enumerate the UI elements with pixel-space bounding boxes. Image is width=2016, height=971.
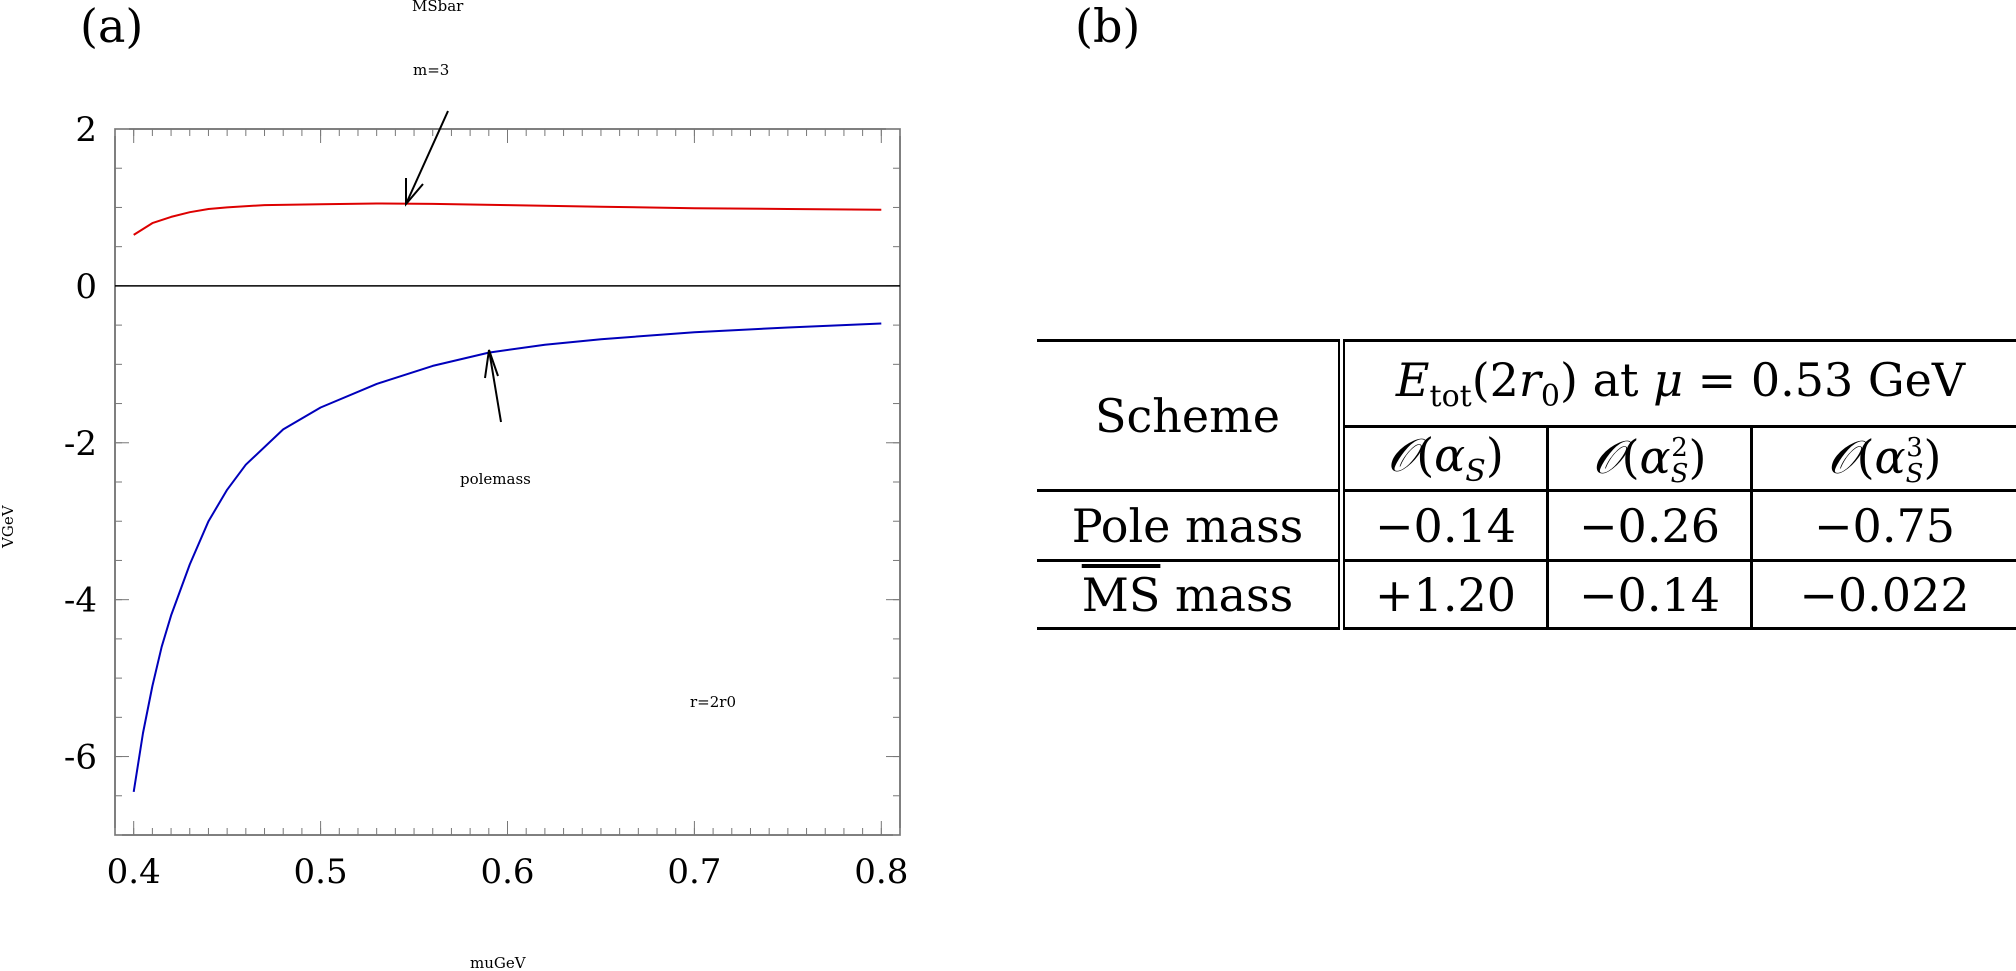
order-2-header: 𝒪(α 2 S) (1548, 427, 1752, 491)
msbar-arrow (406, 111, 448, 204)
y-tick-label: -2 (64, 424, 97, 464)
scheme-cell: MS mass (1037, 561, 1342, 629)
msbar-annotation: MSbar (412, 0, 464, 15)
table-row: MS mass +1.20 −0.14 −0.022 (1037, 561, 2016, 629)
x-tick-label: 0.5 (294, 852, 348, 892)
scheme-cell: Pole mass (1037, 491, 1342, 561)
energy-header: Etot(2r0) at μ = 0.53 GeV (1342, 341, 2016, 427)
value-cell: −0.75 (1752, 491, 2016, 561)
y-tick-label: -6 (64, 738, 97, 778)
y-tick-label: -4 (64, 581, 97, 621)
order-3-header: 𝒪(α 3 S) (1752, 427, 2016, 491)
value-cell: −0.26 (1548, 491, 1752, 561)
scheme-header: Scheme (1037, 341, 1342, 491)
series-line-msbar (134, 204, 882, 235)
x-tick-label: 0.7 (667, 852, 721, 892)
polemass-annotation: polemass (460, 470, 531, 488)
value-cell: +1.20 (1342, 561, 1548, 629)
y-axis-label: VGeV (0, 504, 17, 549)
x-tick-label: 0.6 (480, 852, 534, 892)
x-axis-label: muGeV (470, 954, 527, 971)
panel-b-label: (b) (1075, 0, 1140, 53)
series-group (134, 204, 882, 792)
value-cell: −0.022 (1752, 561, 2016, 629)
panel-a-label: (a) (80, 0, 143, 53)
polemass-arrow (485, 350, 501, 422)
series-line-polemass (134, 324, 882, 792)
tick-labels: 0.4 0.5 0.6 0.7 0.8 2 0 -2 -4 -6 (64, 110, 908, 892)
value-cell: −0.14 (1342, 491, 1548, 561)
value-cell: −0.14 (1548, 561, 1752, 629)
results-table: Scheme Etot(2r0) at μ = 0.53 GeV 𝒪(αS) 𝒪… (1037, 339, 2016, 630)
x-tick-label: 0.8 (854, 852, 908, 892)
y-tick-label: 0 (75, 267, 97, 307)
r2r0-annotation: r=2r0 (690, 693, 736, 711)
x-tick-label: 0.4 (107, 852, 161, 892)
order-1-header: 𝒪(αS) (1342, 427, 1548, 491)
y-tick-label: 2 (75, 110, 97, 150)
table-row: Pole mass −0.14 −0.26 −0.75 (1037, 491, 2016, 561)
m3-annotation: m=3 (413, 61, 449, 79)
